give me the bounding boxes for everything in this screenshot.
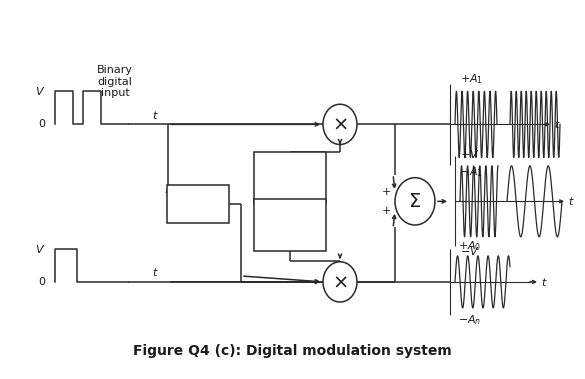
Text: $-V$: $-V$	[460, 245, 480, 257]
Text: $+V$: $+V$	[460, 148, 480, 160]
Text: Oscillator: Oscillator	[265, 211, 315, 221]
Bar	[254, 199, 326, 251]
Text: $\times$: $\times$	[332, 273, 348, 291]
Text: $t$: $t$	[152, 266, 159, 279]
Text: $V$: $V$	[35, 85, 45, 97]
Text: $+A_0$: $+A_0$	[458, 240, 481, 253]
Text: $\times$: $\times$	[332, 115, 348, 134]
Text: $t$: $t$	[567, 195, 574, 207]
Text: +: +	[381, 187, 391, 197]
Bar	[167, 185, 229, 223]
Text: +: +	[381, 206, 391, 216]
Text: Figure Q4 (c): Digital modulation system: Figure Q4 (c): Digital modulation system	[133, 344, 452, 358]
Text: Binary
digital
input: Binary digital input	[97, 65, 133, 98]
Text: $t$: $t$	[541, 276, 548, 288]
Bar	[254, 152, 326, 204]
Text: $t$: $t$	[152, 109, 159, 121]
Text: $t$: $t$	[553, 118, 560, 130]
Text: $-A_n$: $-A_n$	[458, 313, 481, 327]
Text: 0: 0	[38, 277, 45, 287]
Text: 0: 0	[38, 119, 45, 129]
Text: $f_1$: $f_1$	[285, 182, 295, 195]
Text: $f_2$: $f_2$	[285, 229, 295, 243]
Text: $+A_1$: $+A_1$	[460, 72, 483, 86]
Text: Oscillator: Oscillator	[265, 163, 315, 173]
Text: $\Sigma$: $\Sigma$	[408, 192, 422, 211]
Text: Inverter: Inverter	[177, 199, 219, 209]
Text: $V$: $V$	[35, 243, 45, 255]
Text: $-A_1$: $-A_1$	[460, 165, 483, 179]
